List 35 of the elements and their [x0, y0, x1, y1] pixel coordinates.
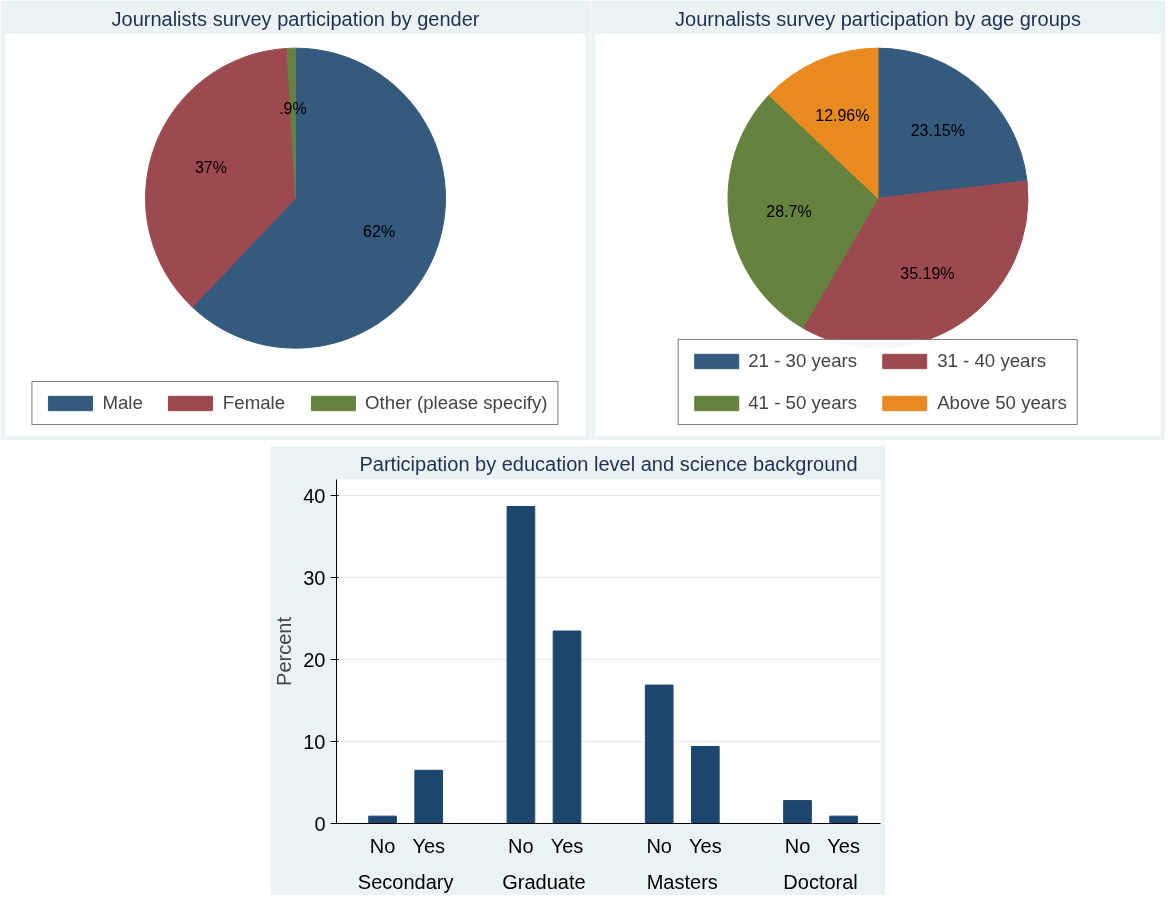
data-label: 12.96% — [815, 107, 870, 125]
chart-title: Participation by education level and science background — [359, 452, 858, 475]
text: Graduate — [502, 870, 586, 893]
y-tick-label: 40 — [303, 484, 326, 507]
text: Masters — [646, 870, 718, 893]
legend-label: 21 - 30 years — [748, 350, 858, 372]
data-label: 62% — [363, 222, 396, 240]
x-tick-label: No — [369, 834, 396, 857]
y-tick-label: 30 — [303, 566, 326, 589]
legend-label: 41 - 50 years — [748, 392, 858, 414]
data-label: 35.19% — [900, 264, 955, 282]
legend-label: Other (please specify) — [365, 392, 548, 414]
data-label: 37% — [194, 158, 227, 176]
legend-label: Male — [102, 392, 143, 414]
x-tick-label: Yes — [689, 834, 722, 857]
legend-label: Female — [222, 392, 286, 414]
legend-label: 31 - 40 years — [937, 350, 1047, 372]
data-label: .9% — [279, 99, 307, 117]
y-tick-label: 10 — [303, 730, 326, 753]
x-tick-label: No — [508, 834, 534, 857]
data-label: 28.7% — [766, 202, 812, 220]
x-tick-label: No — [646, 834, 673, 857]
chart-title: Journalists survey participation by age groups — [675, 7, 1081, 30]
text: Doctoral — [783, 870, 858, 893]
x-tick-label: Yes — [827, 834, 860, 857]
y-tick-label: 0 — [314, 812, 326, 835]
y-axis-title: Percent — [273, 616, 296, 686]
data-label: 23.15% — [910, 122, 965, 140]
chart-title: Journalists survey participation by gender — [111, 7, 480, 30]
x-tick-label: Yes — [412, 834, 446, 857]
x-tick-label: Yes — [550, 834, 584, 857]
x-tick-label: No — [784, 834, 811, 857]
y-tick-label: 20 — [303, 648, 326, 671]
text: Secondary — [357, 870, 454, 893]
legend-label: Above 50 years — [937, 392, 1067, 414]
